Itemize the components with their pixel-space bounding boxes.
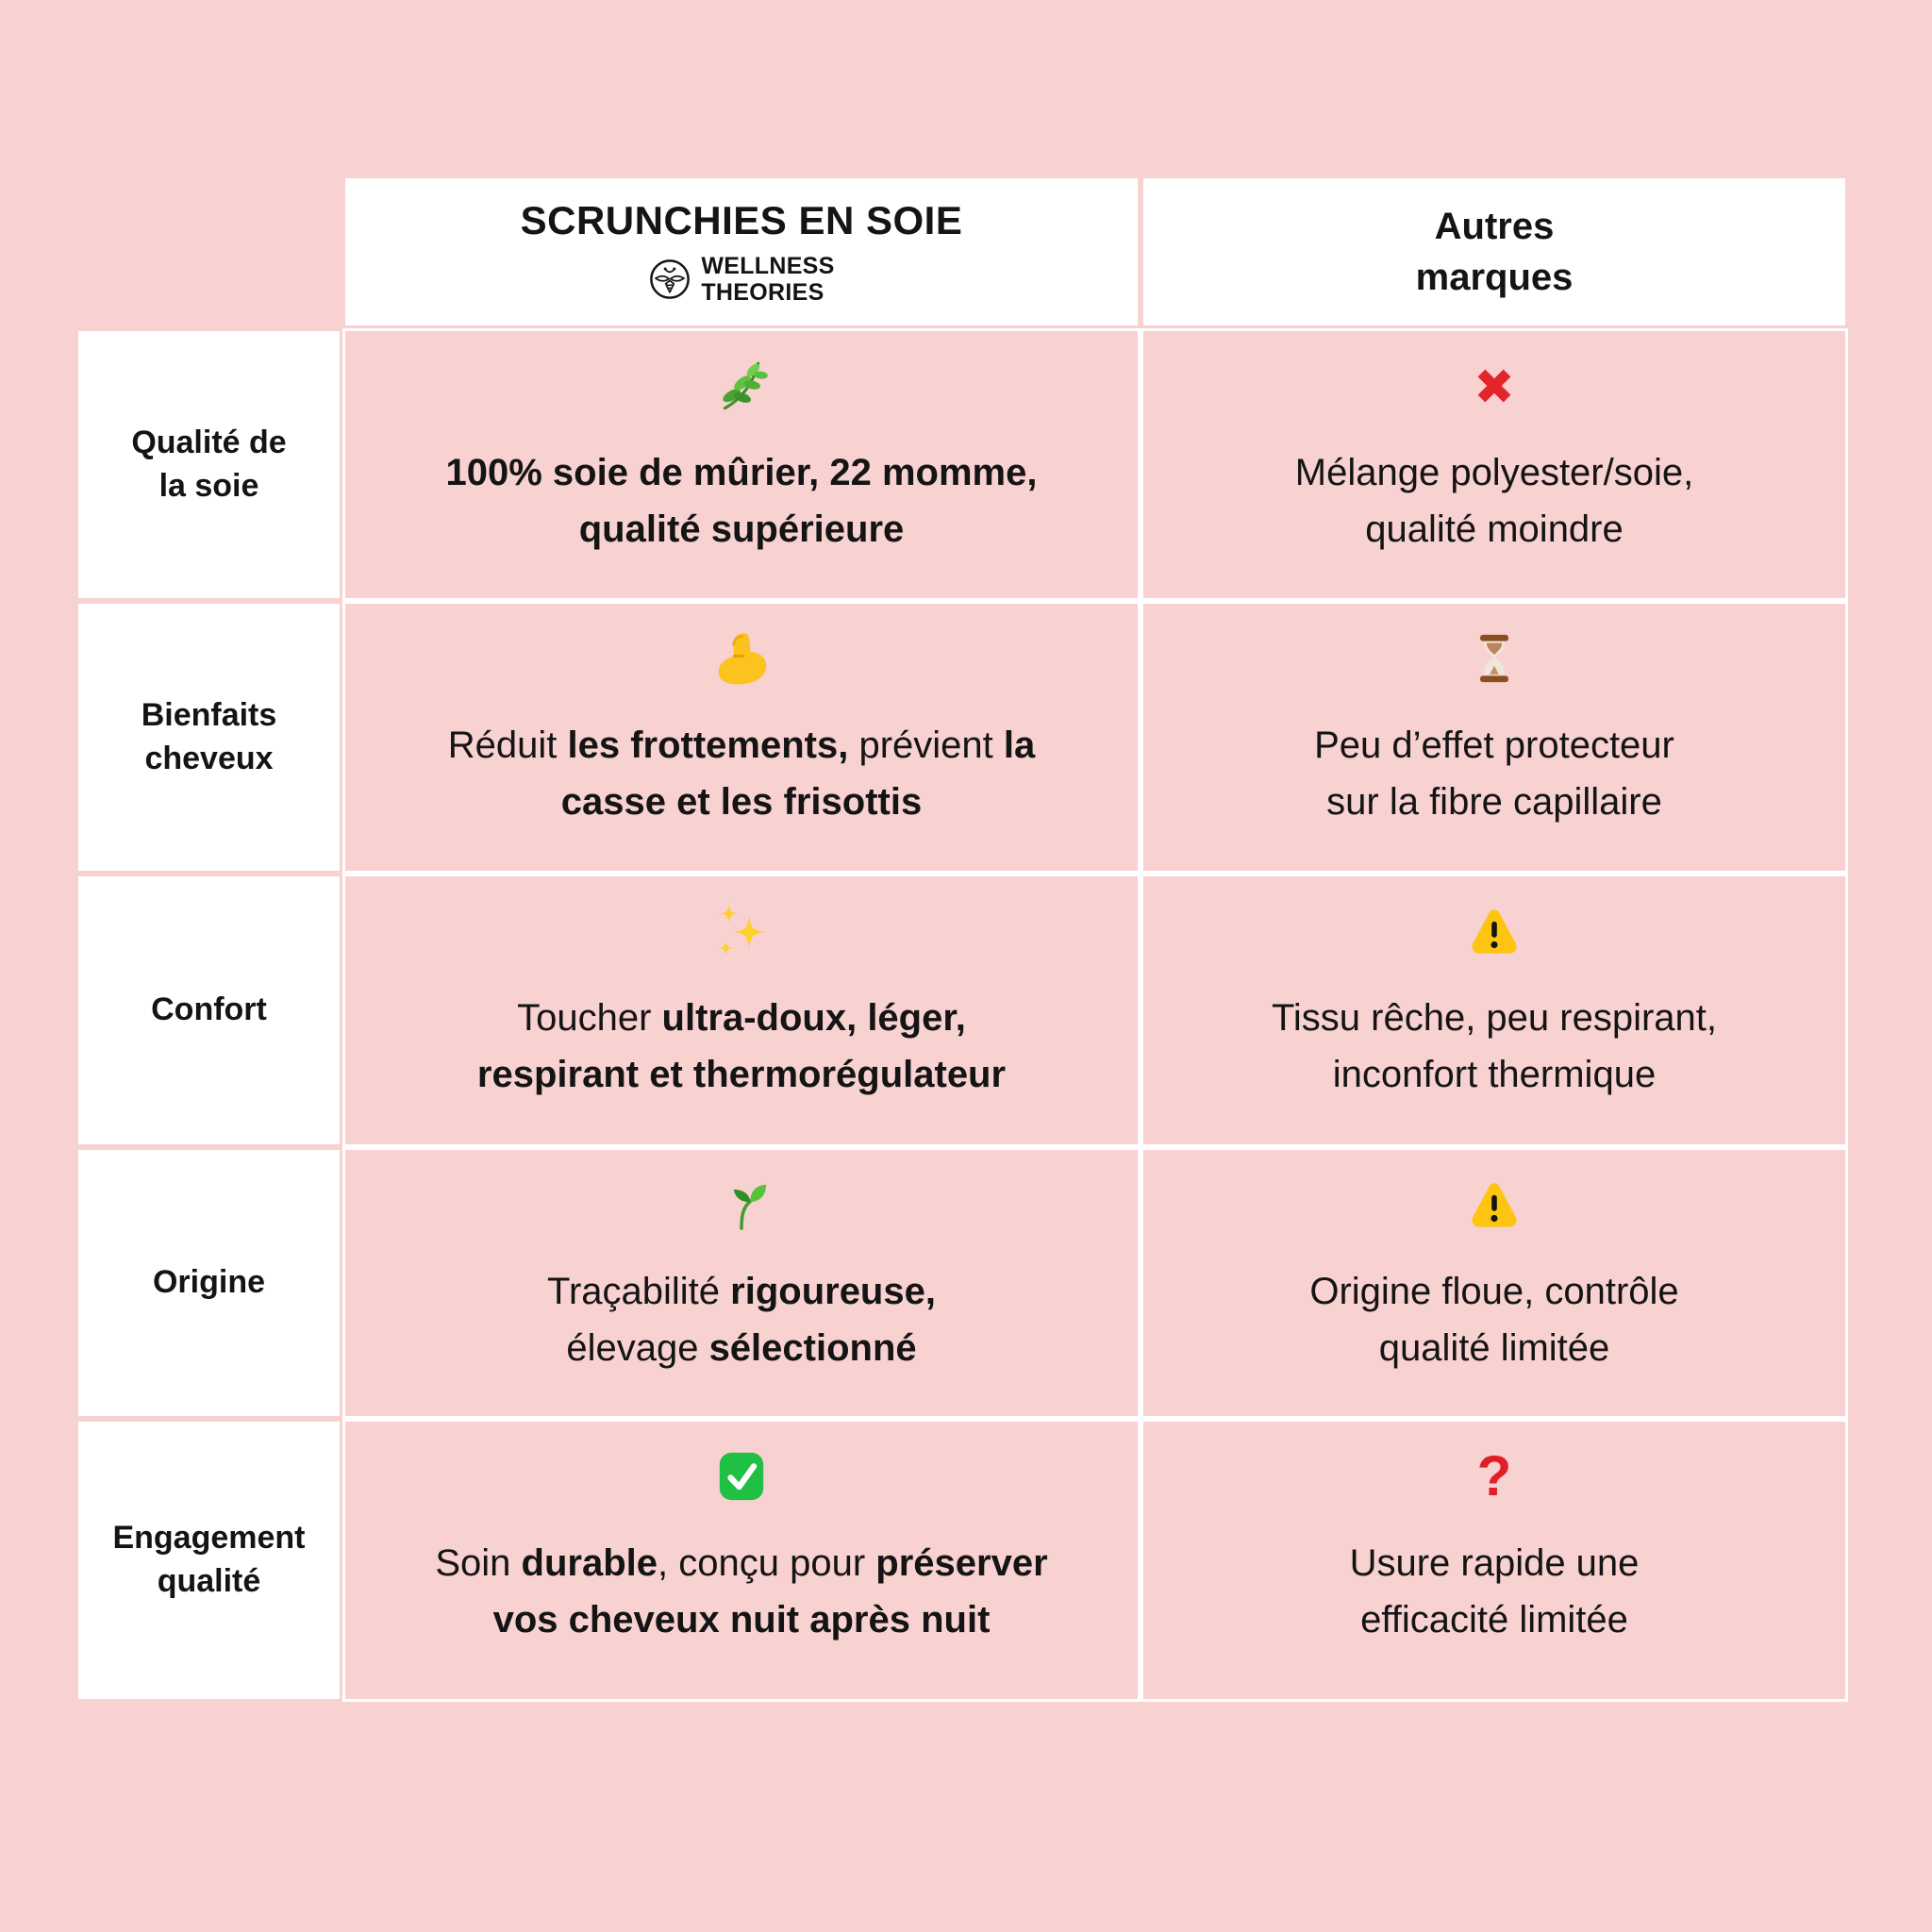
cell-text: Soin durable, conçu pour préserver vos c… xyxy=(435,1542,1048,1641)
sparkles-icon xyxy=(712,901,771,961)
bee-logo-icon xyxy=(648,258,691,301)
warning-icon xyxy=(1467,1174,1522,1235)
cell-brand-hair-benefits: Réduit les frottements, prévient la cass… xyxy=(345,604,1138,871)
warning-icon xyxy=(1467,901,1522,961)
check-mark-icon xyxy=(714,1446,769,1507)
row-label-quality-commitment: Engagement qualité xyxy=(78,1422,340,1699)
header-empty-corner xyxy=(78,178,340,325)
herb-icon xyxy=(712,356,771,416)
hourglass-icon xyxy=(1467,628,1522,689)
brand-column-title: SCRUNCHIES EN SOIE xyxy=(520,198,963,242)
cell-others-hair-benefits: Peu d’effet protecteur sur la fibre capi… xyxy=(1143,604,1845,871)
cell-brand-silk-quality: 100% soie de mûrier, 22 momme, qualité s… xyxy=(345,331,1138,598)
flexed-biceps-icon xyxy=(712,628,771,689)
row-label-origin: Origine xyxy=(78,1150,340,1416)
cell-text: 100% soie de mûrier, 22 momme, qualité s… xyxy=(445,452,1038,550)
cell-text: Réduit les frottements, prévient la cass… xyxy=(447,724,1036,823)
comparison-table: SCRUNCHIES EN SOIE WELLNESS THEORIES xyxy=(75,175,1848,1702)
cell-text: Peu d’effet protecteur sur la fibre capi… xyxy=(1314,724,1674,823)
cell-brand-comfort: Toucher ultra-doux, léger, respirant et … xyxy=(345,876,1138,1144)
seedling-icon xyxy=(714,1174,769,1235)
cell-text: Mélange polyester/soie, qualité moindre xyxy=(1294,452,1694,550)
header-others-cell: Autres marques xyxy=(1143,178,1845,325)
cell-text: Toucher ultra-doux, léger, respirant et … xyxy=(476,997,1007,1095)
others-column-title: Autres marques xyxy=(1415,206,1574,298)
cross-mark-icon xyxy=(1467,356,1522,416)
cell-others-silk-quality: Mélange polyester/soie, qualité moindre xyxy=(1143,331,1845,598)
brand-logo: WELLNESS THEORIES xyxy=(648,253,834,306)
cell-others-origin: Origine floue, contrôle qualité limitée xyxy=(1143,1150,1845,1416)
cell-others-quality-commitment: ? Usure rapide une efficacité limitée xyxy=(1143,1422,1845,1699)
cell-text: Origine floue, contrôle qualité limitée xyxy=(1309,1271,1679,1369)
cell-brand-origin: Traçabilité rigoureuse, élevage sélectio… xyxy=(345,1150,1138,1416)
cell-others-comfort: Tissu rêche, peu respirant, inconfort th… xyxy=(1143,876,1845,1144)
header-brand-cell: SCRUNCHIES EN SOIE WELLNESS THEORIES xyxy=(345,178,1138,325)
cell-brand-quality-commitment: Soin durable, conçu pour préserver vos c… xyxy=(345,1422,1138,1699)
row-label-silk-quality: Qualité de la soie xyxy=(78,331,340,598)
cell-text: Traçabilité rigoureuse, élevage sélectio… xyxy=(547,1271,936,1369)
cell-text: Tissu rêche, peu respirant, inconfort th… xyxy=(1271,997,1718,1095)
cell-text: Usure rapide une efficacité limitée xyxy=(1349,1542,1640,1641)
brand-logo-text: WELLNESS THEORIES xyxy=(701,253,835,306)
question-mark-icon: ? xyxy=(1476,1444,1512,1507)
row-label-comfort: Confort xyxy=(78,876,340,1144)
row-label-hair-benefits: Bienfaits cheveux xyxy=(78,604,340,871)
